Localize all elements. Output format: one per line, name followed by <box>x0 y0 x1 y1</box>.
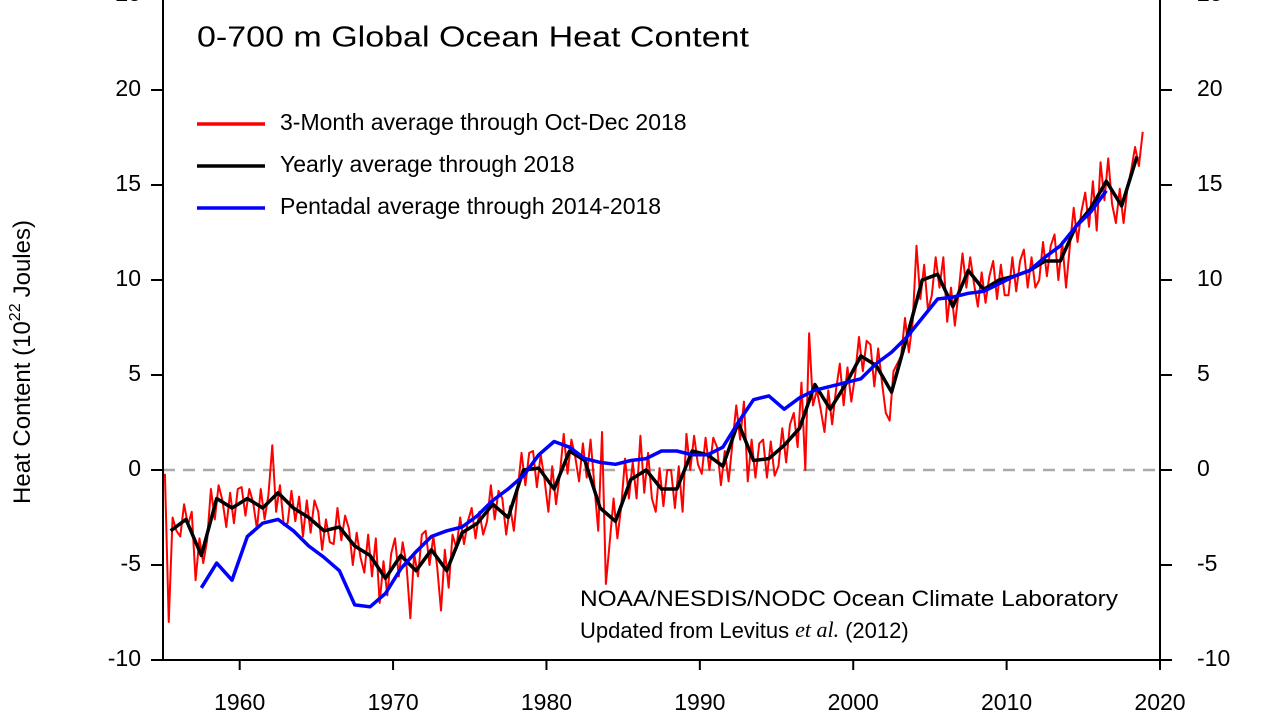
annotation-italic: et al. <box>795 617 839 642</box>
y2-tick-label: -5 <box>1197 550 1217 576</box>
series-line <box>199 189 1108 609</box>
chart-title: 0-700 m Global Ocean Heat Content <box>197 22 749 54</box>
y-tick-label: -5 <box>121 550 141 576</box>
x-tick-label: 1970 <box>367 689 418 715</box>
x-tick-label: 2000 <box>828 689 879 715</box>
y-tick-label: 10 <box>115 265 141 291</box>
y-axis-label: Heat Content (1022 Joules) <box>7 220 36 504</box>
legend-label: Pentadal average through 2014-2018 <box>280 193 661 219</box>
x-tick-label: 2010 <box>981 689 1032 715</box>
y-tick-label: 0 <box>128 455 141 481</box>
y-label-part: Heat Content (10 <box>9 321 36 504</box>
y2-tick-label: 25 <box>1197 0 1223 6</box>
series-line <box>169 155 1139 581</box>
x-tick-label: 1960 <box>214 689 265 715</box>
annotation: NOAA/NESDIS/NODC Ocean Climate Laborator… <box>580 586 1118 611</box>
y-tick-label: 25 <box>115 0 141 6</box>
y-tick-label: 20 <box>115 75 141 101</box>
y-tick-label: -10 <box>108 645 141 671</box>
y2-tick-label: 15 <box>1197 170 1223 196</box>
x-tick-label: 2020 <box>1134 689 1185 715</box>
x-tick-label: 1980 <box>521 689 572 715</box>
annotation-part: (2012) <box>845 618 909 643</box>
y2-tick-label: 5 <box>1197 360 1210 386</box>
legend-label: Yearly average through 2018 <box>280 151 575 177</box>
x-tick-label: 1990 <box>674 689 725 715</box>
annotation: Updated from Levitus et al. (2012) <box>580 617 909 643</box>
annotation-part: Updated from Levitus <box>580 618 789 643</box>
y-label-part: Joules) <box>9 220 36 297</box>
y-label-sup: 22 <box>7 303 24 321</box>
y-tick-label: 15 <box>115 170 141 196</box>
y2-tick-label: -10 <box>1197 645 1230 671</box>
y2-tick-label: 10 <box>1197 265 1223 291</box>
legend-label: 3-Month average through Oct-Dec 2018 <box>280 109 687 135</box>
y2-tick-label: 20 <box>1197 75 1223 101</box>
y2-tick-label: 0 <box>1197 455 1210 481</box>
legend: 3-Month average through Oct-Dec 2018 Year… <box>197 109 687 219</box>
y-tick-label: 5 <box>128 360 141 386</box>
